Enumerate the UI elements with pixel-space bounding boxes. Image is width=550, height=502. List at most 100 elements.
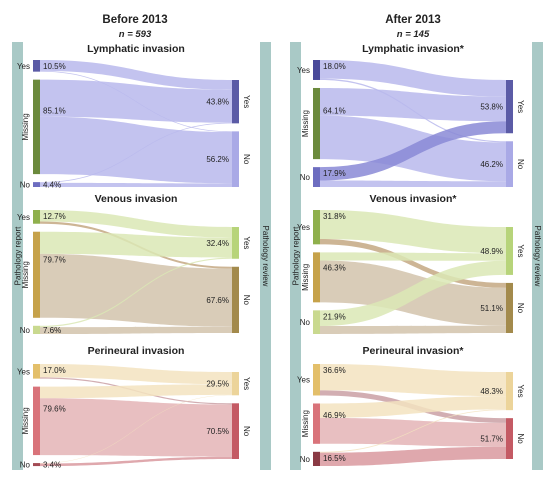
flow-missing-to-no: [40, 116, 232, 184]
right-node-value-no: 46.2%: [480, 160, 503, 169]
chart-title: Lymphatic invasion*: [362, 43, 465, 55]
flow-no-to-no: [320, 180, 506, 187]
flow-yes-to-yes: [40, 60, 232, 90]
right-node-value-no: 70.5%: [206, 427, 229, 436]
left-node-no: [313, 451, 320, 466]
right-node-label-yes: Yes: [516, 100, 525, 113]
left-node-value-no: 4.4%: [43, 181, 61, 190]
right-node-no: [506, 418, 513, 459]
flow-yes-to-yes: [320, 60, 506, 97]
right-node-label-yes: Yes: [242, 95, 251, 108]
flow-no-to-yes: [40, 394, 232, 464]
right-node-value-no: 51.1%: [480, 304, 503, 313]
left-node-no: [33, 182, 40, 187]
chart-title: Venous invasion*: [370, 193, 458, 205]
left-node-value-missing: 46.3%: [323, 263, 346, 272]
flow-missing-to-yes: [40, 231, 232, 258]
flow-yes-to-no: [320, 238, 506, 288]
panel-subtitle-before: n = 593: [118, 29, 152, 40]
chart-title: Perineural invasion*: [363, 345, 465, 357]
flow-no-to-no: [40, 182, 232, 187]
flow-missing-to-yes: [40, 384, 232, 399]
right-node-yes: [506, 80, 513, 134]
panel-title-after: After 2013: [385, 14, 441, 26]
side-bar-right-after-2013: [532, 42, 543, 470]
left-node-missing: [33, 231, 40, 318]
flow-no-to-yes: [40, 122, 232, 183]
flow-yes-to-yes: [320, 210, 506, 254]
left-node-yes: [313, 210, 320, 245]
right-node-label-yes: Yes: [516, 385, 525, 398]
left-node-yes: [33, 210, 40, 224]
right-node-value-yes: 48.3%: [480, 387, 503, 396]
sankey-after-2013-lymphatic-invasion: Lymphatic invasion* Yes 18.0% Missing 64.1% N…: [297, 43, 525, 187]
left-node-label-no: No: [20, 461, 31, 470]
left-node-label-missing: Missing: [301, 110, 310, 137]
left-node-no: [313, 310, 320, 334]
flows: [40, 60, 232, 187]
right-node-yes: [506, 372, 513, 411]
left-node-value-yes: 31.8%: [323, 212, 346, 221]
right-node-label-yes: Yes: [242, 236, 251, 249]
left-node-missing: [313, 403, 320, 444]
left-node-label-no: No: [20, 181, 31, 190]
left-node-value-yes: 10.5%: [43, 62, 66, 71]
right-node-value-no: 56.2%: [206, 155, 229, 164]
flow-missing-to-no: [40, 398, 232, 457]
left-node-label-yes: Yes: [17, 62, 30, 71]
left-node-label-missing: Missing: [301, 264, 310, 291]
axis-label-left-after-2013: Pathology report: [292, 226, 301, 285]
flows: [320, 60, 506, 187]
right-node-yes: [232, 227, 239, 259]
left-node-label-no: No: [300, 173, 311, 182]
left-node-label-no: No: [300, 318, 311, 327]
flows: [320, 210, 506, 334]
left-node-label-missing: Missing: [21, 261, 30, 288]
flows: [40, 210, 232, 334]
chart-title: Venous invasion: [95, 193, 178, 205]
left-node-value-missing: 64.1%: [323, 107, 346, 116]
left-node-label-no: No: [300, 455, 311, 464]
flow-no-to-yes: [40, 257, 232, 328]
left-node-value-yes: 12.7%: [43, 212, 66, 221]
left-node-yes: [313, 60, 320, 80]
left-node-value-no: 16.5%: [323, 454, 346, 463]
right-node-yes: [232, 372, 239, 396]
left-node-value-yes: 18.0%: [323, 62, 346, 71]
axis-label-right-before-2013: Pathology review: [261, 226, 270, 287]
flow-yes-to-yes: [40, 364, 232, 385]
left-node-label-yes: Yes: [297, 223, 310, 232]
right-node-no: [232, 403, 239, 459]
right-node-value-yes: 43.8%: [206, 98, 229, 107]
left-node-value-no: 21.9%: [323, 312, 346, 321]
right-node-value-no: 51.7%: [480, 435, 503, 444]
left-node-label-yes: Yes: [297, 376, 310, 385]
flow-missing-to-yes: [40, 79, 232, 123]
left-node-value-missing: 79.7%: [43, 256, 66, 265]
panel-title-before: Before 2013: [102, 14, 168, 26]
right-node-label-no: No: [516, 433, 525, 444]
left-node-missing: [33, 79, 40, 175]
flow-yes-to-yes: [320, 364, 506, 397]
chart-title: Perineural invasion: [88, 345, 185, 357]
flow-no-to-no: [320, 325, 506, 334]
right-node-value-yes: 53.8%: [480, 103, 503, 112]
side-bar-left-after-2013: [290, 42, 301, 470]
right-node-label-no: No: [516, 303, 525, 314]
left-node-value-missing: 85.1%: [43, 107, 66, 116]
left-node-value-no: 17.9%: [323, 169, 346, 178]
sankey-before-2013-venous-invasion: Venous invasion Yes 12.7% Missing 79.7% No 7.6…: [17, 193, 251, 335]
left-node-no: [313, 167, 320, 187]
right-node-value-no: 67.6%: [206, 296, 229, 305]
left-node-label-yes: Yes: [17, 213, 30, 222]
flow-missing-to-no: [40, 253, 232, 327]
left-node-label-missing: Missing: [21, 113, 30, 140]
right-node-label-no: No: [516, 159, 525, 170]
flow-missing-to-yes: [320, 252, 506, 261]
flows: [40, 364, 232, 467]
sankey-before-2013-perineural-invasion: Perineural invasion Yes 17.0% Missing 79.6% N…: [17, 345, 251, 470]
flow-yes-to-yes: [40, 210, 232, 238]
left-node-yes: [313, 364, 320, 396]
flow-no-to-no: [320, 446, 506, 466]
